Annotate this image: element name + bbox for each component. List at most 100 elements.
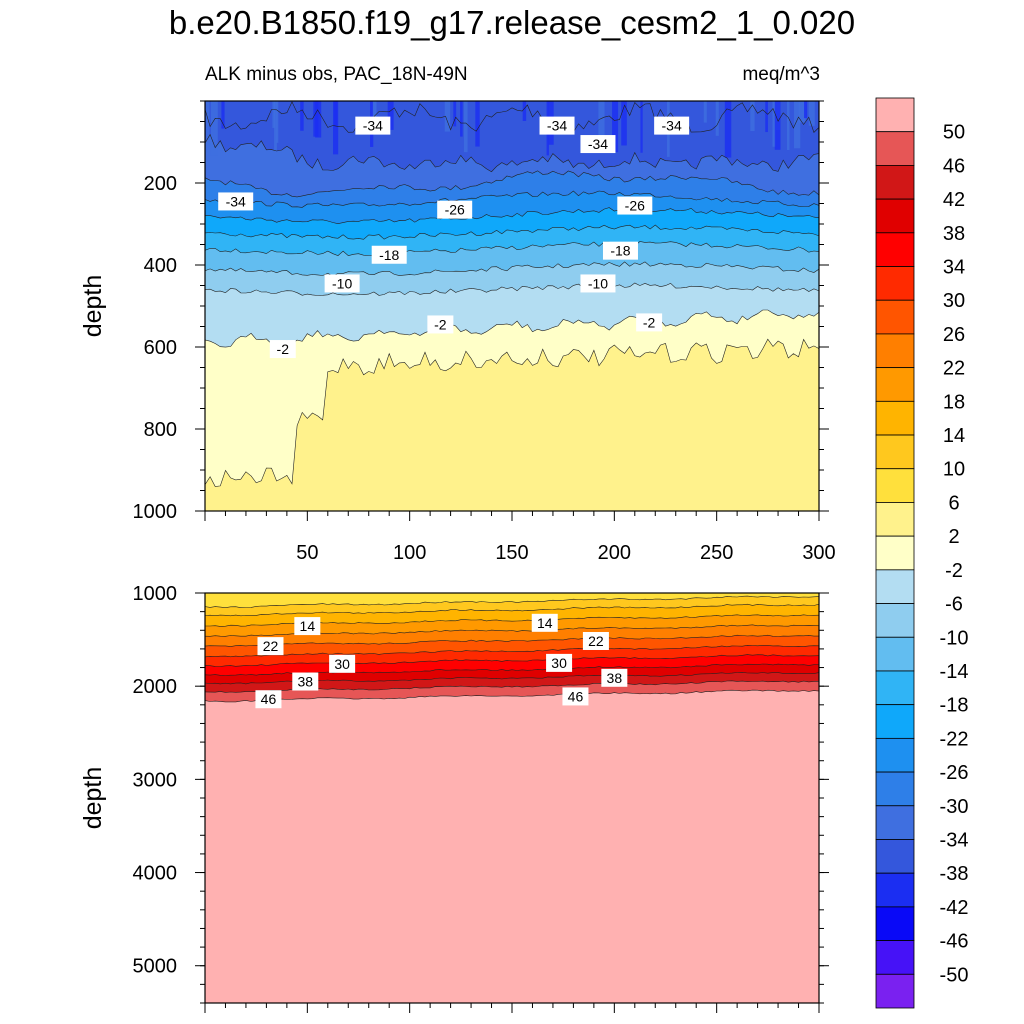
surface-streak (798, 101, 806, 123)
contour-label-bg (355, 116, 391, 135)
colorbar-label: -30 (940, 796, 969, 818)
contour-label: -2 (269, 340, 296, 359)
colorbar-label: 2 (948, 526, 959, 548)
chart-subtitle: ALK minus obs, PAC_18N-49N (205, 64, 468, 85)
contour-label: -10 (580, 274, 616, 293)
contour-label: 14 (294, 617, 321, 636)
contour-label: 22 (582, 631, 609, 650)
contour-label: -2 (636, 313, 663, 332)
contour-line (205, 634, 819, 647)
colorbar-swatch (875, 569, 915, 604)
contour-line (205, 224, 819, 240)
contour-label-text: -10 (588, 275, 608, 291)
y-tick-label: 600 (144, 337, 177, 359)
contour-label-bg (329, 654, 356, 673)
contour-label-bg (371, 245, 407, 264)
y-tick-label: 400 (144, 255, 177, 277)
contour-label: -18 (602, 241, 638, 260)
contour-line (205, 170, 819, 198)
surface-streak (453, 101, 457, 127)
colorbar-swatch (875, 704, 915, 739)
contour-label: -34 (654, 116, 690, 135)
surface-streak (460, 101, 463, 137)
x-tick-label: 100 (393, 542, 426, 564)
surface-streak (774, 101, 781, 150)
page-title: b.e20.B1850.f19_g17.release_cesm2_1_0.02… (168, 4, 856, 41)
lower-contour-fill (205, 593, 819, 1003)
surface-streak (598, 101, 605, 139)
contour-label: -18 (371, 245, 407, 264)
units-label: meq/m^3 (742, 64, 820, 85)
surface-streak (221, 101, 225, 129)
contour-label: 46 (562, 687, 589, 706)
contour-band (205, 690, 819, 1003)
upper-y-axis-title: depth (79, 275, 107, 338)
surface-streak (475, 101, 480, 147)
contour-label-text: 46 (261, 691, 277, 707)
contour-label-text: -26 (625, 198, 645, 214)
surface-streak (750, 101, 755, 131)
contour-label-bg (580, 274, 616, 293)
contour-line (205, 207, 819, 225)
contour-label-bg (654, 116, 690, 135)
contour-label: -34 (539, 116, 575, 135)
y-tick-label: 1000 (133, 583, 178, 605)
contour-line (205, 282, 819, 296)
colorbar-swatch (875, 502, 915, 537)
colorbar-label: 26 (943, 324, 965, 346)
contour-label-bg (602, 241, 638, 260)
contour-line (205, 654, 819, 667)
contour-label-bg (531, 613, 558, 632)
contour-label-text: -10 (332, 275, 352, 291)
y-tick-label: 3000 (133, 769, 178, 791)
colorbar-swatch (875, 434, 915, 470)
colorbar-label: -6 (945, 594, 963, 616)
colorbar-label: 42 (943, 189, 965, 211)
colorbar-swatch (875, 535, 915, 571)
contour-label-text: 30 (334, 656, 350, 672)
contour-line (205, 261, 819, 277)
upper-contour-fill (205, 101, 819, 511)
colorbar-label: -38 (940, 863, 969, 885)
colorbar-swatch (875, 636, 915, 672)
contour-label-bg (292, 672, 319, 691)
contour-label-bg (218, 192, 254, 211)
colorbar-swatch (875, 400, 915, 436)
surface-streak (444, 101, 451, 132)
contour-label-text: -34 (662, 118, 682, 134)
contour-label-text: -2 (434, 316, 447, 332)
contour-band (205, 339, 819, 511)
colorbar-swatch (875, 165, 915, 200)
contour-label: -26 (437, 200, 473, 219)
surface-streak (522, 101, 527, 121)
x-tick-label: 250 (700, 542, 733, 564)
contour-label: 38 (292, 672, 319, 691)
contour-label-bg (324, 274, 360, 293)
surface-streak (724, 101, 732, 158)
colorbar-swatch (875, 872, 915, 908)
contour-label-bg (582, 631, 609, 650)
surface-streak (612, 101, 619, 153)
colorbar-swatch (875, 468, 915, 503)
colorbar-label: -46 (940, 931, 969, 953)
contour-line (205, 603, 819, 617)
lower-axis-ticks: 1000 2000 3000 4000 5000 (133, 583, 829, 1013)
upper-contour-labels: -34 -34-34-34-34-26 -26-18 -18-10 -10-2 -2-2 (218, 116, 690, 359)
contour-label: -26 (617, 196, 653, 215)
contour-label: 38 (601, 668, 628, 687)
surface-streak (313, 101, 319, 137)
surface-streak (333, 101, 339, 155)
contour-line (205, 309, 819, 348)
contour-label-text: -2 (277, 341, 290, 357)
surface-streak (205, 101, 210, 152)
surface-streak (334, 101, 338, 127)
contour-label-text: -34 (588, 136, 608, 152)
surface-streak (640, 101, 643, 153)
contour-line (205, 190, 819, 208)
contour-label-text: -2 (643, 314, 656, 330)
colorbar-label: 18 (943, 391, 965, 413)
surface-streak (703, 101, 707, 123)
contour-label-bg (636, 313, 663, 332)
contour-label: 22 (257, 637, 284, 656)
